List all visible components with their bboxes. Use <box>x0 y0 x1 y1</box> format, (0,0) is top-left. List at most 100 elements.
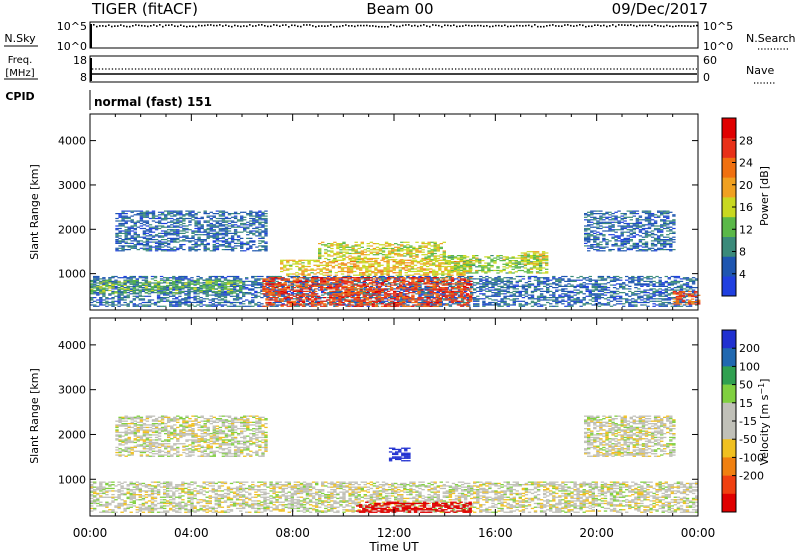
heatmap-cell <box>667 289 671 291</box>
heatmap-cell <box>144 277 149 279</box>
heatmap-cell <box>515 275 519 278</box>
heatmap-cell <box>363 298 367 300</box>
nsky-dot <box>186 25 188 28</box>
heatmap-cell <box>407 269 412 271</box>
heatmap-cell <box>465 293 470 295</box>
heatmap-cell <box>418 288 422 290</box>
heatmap-cell <box>459 273 463 275</box>
heatmap-cell <box>527 283 532 285</box>
heatmap-cell <box>567 297 571 299</box>
heatmap-cell <box>302 283 307 285</box>
heatmap-cell <box>286 305 290 307</box>
heatmap-cell <box>287 284 291 286</box>
heatmap-cell <box>652 288 656 290</box>
heatmap-cell <box>334 272 339 274</box>
heatmap-cell <box>676 287 681 289</box>
heatmap-cell <box>582 298 586 300</box>
nsky-dot <box>264 24 266 27</box>
heatmap-cell <box>435 294 439 296</box>
heatmap-cell <box>450 267 455 269</box>
heatmap-cell <box>497 305 501 307</box>
heatmap-cell <box>442 256 446 258</box>
heatmap-cell <box>375 280 380 282</box>
nsky-dot <box>615 25 617 28</box>
heatmap-cell <box>141 290 146 292</box>
heatmap-cell <box>266 293 270 295</box>
heatmap-cell <box>318 250 322 252</box>
heatmap-cell <box>353 297 357 299</box>
heatmap-cell <box>406 288 410 290</box>
heatmap-cell <box>295 262 299 264</box>
heatmap-cell <box>421 293 425 295</box>
heatmap-cell <box>123 304 127 306</box>
heatmap-cell <box>442 298 446 300</box>
heatmap-cell <box>172 295 176 297</box>
heatmap-cell <box>265 278 269 280</box>
heatmap-cell <box>156 282 161 284</box>
heatmap-cell <box>497 285 501 287</box>
heatmap-cell <box>368 270 372 273</box>
heatmap-cell <box>539 290 544 292</box>
heatmap-cell <box>389 287 394 289</box>
heatmap-cell <box>603 285 608 287</box>
heatmap-cell <box>184 286 188 288</box>
heatmap-cell <box>429 264 433 266</box>
heatmap-cell <box>378 301 383 304</box>
heatmap-cell <box>278 298 282 300</box>
heatmap-cell <box>451 298 456 300</box>
heatmap-cell <box>432 305 436 307</box>
heatmap-cell <box>685 305 690 307</box>
nsky-dot <box>399 25 401 28</box>
heatmap-cell <box>129 300 133 302</box>
heatmap-cell <box>313 303 318 305</box>
heatmap-cell <box>242 293 246 295</box>
heatmap-cell <box>676 285 681 287</box>
heatmap-cell <box>625 298 629 300</box>
heatmap-cell <box>406 241 410 243</box>
heatmap-cell <box>274 298 278 300</box>
heatmap-cell <box>427 251 431 253</box>
heatmap-cell <box>453 266 458 268</box>
heatmap-cell <box>327 285 331 287</box>
heatmap-cell <box>159 299 164 301</box>
heatmap-cell <box>317 301 321 304</box>
heatmap-cell <box>374 261 378 263</box>
heatmap-cell <box>415 251 419 253</box>
heatmap-cell <box>555 301 559 304</box>
heatmap-cell <box>377 262 381 264</box>
heatmap-cell <box>380 299 385 301</box>
heatmap-cell <box>211 298 215 300</box>
heatmap-cell <box>324 277 328 279</box>
heatmap-cell <box>439 305 443 307</box>
heatmap-cell <box>335 285 339 287</box>
heatmap-cell <box>318 287 322 289</box>
heatmap-cell <box>411 277 415 279</box>
heatmap-cell <box>310 297 315 299</box>
heatmap-cell <box>141 284 146 287</box>
heatmap-cell <box>277 283 281 285</box>
heatmap-cell <box>509 280 513 282</box>
heatmap-cell <box>298 300 303 302</box>
heatmap-cell <box>301 270 305 273</box>
heatmap-cell <box>456 274 460 276</box>
heatmap-cell <box>447 262 451 264</box>
heatmap-cell <box>383 270 387 273</box>
heatmap-cell <box>178 287 182 289</box>
heatmap-cell <box>462 288 467 290</box>
heatmap-cell <box>442 304 446 306</box>
heatmap-cell <box>208 289 212 292</box>
nsky-dot <box>588 25 590 28</box>
heatmap-cell <box>588 275 592 278</box>
heatmap-cell <box>169 290 173 292</box>
heatmap-cell <box>585 290 589 292</box>
heatmap-cell <box>646 294 650 296</box>
heatmap-cell <box>530 294 535 296</box>
heatmap-cell <box>609 297 614 299</box>
heatmap-cell <box>399 293 403 295</box>
heatmap-cell <box>500 305 504 307</box>
heatmap-cell <box>433 250 437 252</box>
heatmap-cell <box>450 270 454 273</box>
heatmap-cell <box>330 244 334 246</box>
heatmap-cell <box>533 298 538 300</box>
heatmap-cell <box>248 301 252 304</box>
